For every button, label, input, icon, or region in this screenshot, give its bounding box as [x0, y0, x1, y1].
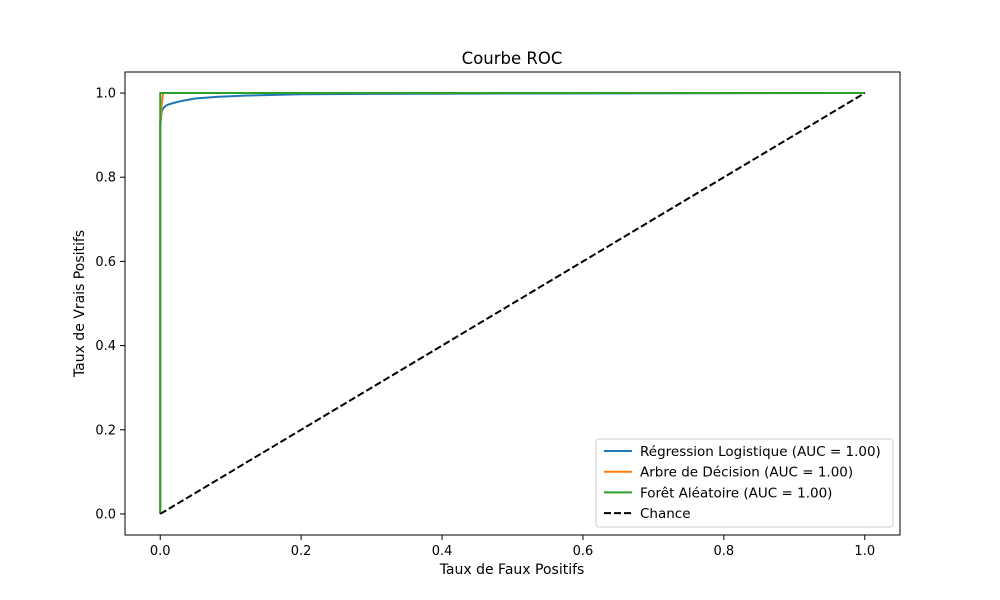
chart-title: Courbe ROC [462, 49, 563, 68]
x-axis: 0.0 0.2 0.4 0.6 0.8 1.0 [150, 535, 875, 559]
y-tick-label: 1.0 [95, 87, 116, 102]
legend-box [595, 438, 894, 528]
y-tick-label: 0.4 [95, 339, 116, 354]
x-tick-label: 1.0 [854, 544, 875, 559]
legend-entry-label: Arbre de Décision (AUC = 1.00) [640, 465, 853, 481]
legend-entry-label: Chance [640, 506, 691, 522]
legend: Régression Logistique (AUC = 1.00) Arbre … [595, 438, 894, 528]
x-tick-label: 0.8 [714, 544, 735, 559]
y-axis: 0.0 0.2 0.4 0.6 0.8 1.0 [95, 87, 125, 522]
y-tick-label: 0.8 [95, 171, 116, 186]
x-axis-label: Taux de Faux Positifs [439, 562, 585, 578]
x-tick-label: 0.0 [150, 544, 171, 559]
plot-frame [124, 71, 901, 536]
series-3-line [159, 92, 866, 515]
x-tick-label: 0.2 [291, 544, 312, 559]
y-tick-label: 0.6 [95, 255, 116, 270]
plot-area [159, 92, 866, 515]
legend-entry-label: Régression Logistique (AUC = 1.00) [640, 444, 881, 460]
y-tick-label: 0.0 [95, 507, 116, 522]
legend-entry-label: Forêt Aléatoire (AUC = 1.00) [640, 485, 832, 501]
y-tick-label: 0.2 [95, 423, 116, 438]
series-2-line [159, 92, 865, 514]
x-tick-label: 0.6 [573, 544, 594, 559]
x-tick-label: 0.4 [432, 544, 453, 559]
y-axis-label: Taux de Vrais Positifs [72, 230, 88, 378]
